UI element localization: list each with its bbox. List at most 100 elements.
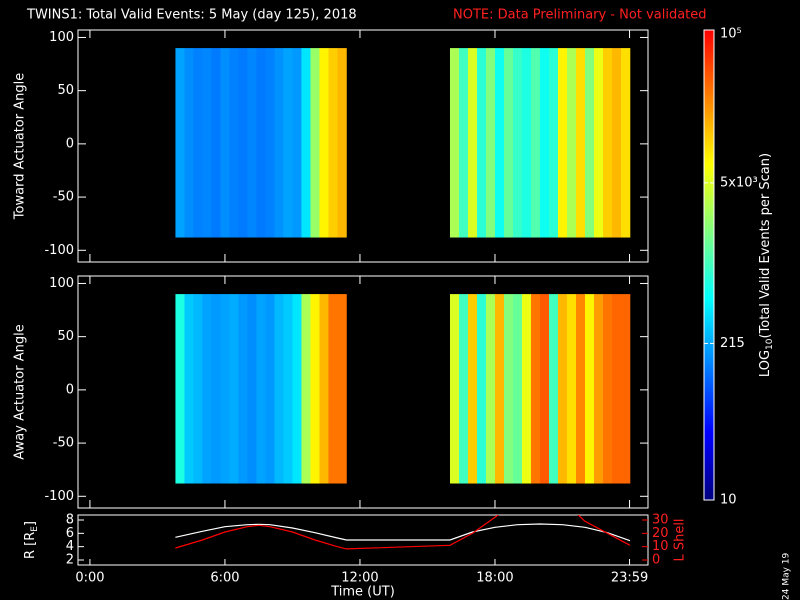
heat-cell: [449, 294, 460, 484]
heat-cell: [566, 48, 577, 238]
heat-cell: [247, 294, 257, 484]
heat-cell: [548, 48, 559, 238]
heat-cell: [337, 48, 347, 238]
heat-cell: [283, 48, 293, 238]
y-axis-label: Toward Actuator Angle: [13, 73, 28, 220]
heat-cell: [593, 294, 604, 484]
heat-cell: [274, 48, 284, 238]
heat-cell: [611, 294, 622, 484]
y-tick-label: 50: [57, 83, 74, 98]
y2-tick-label: 30: [652, 513, 669, 528]
x-axis-label: Time (UT): [330, 585, 395, 600]
heat-cell: [238, 48, 248, 238]
heat-cell: [512, 294, 523, 484]
heat-cell: [175, 48, 185, 238]
heat-cell: [247, 48, 257, 238]
y-tick-label: -100: [44, 489, 74, 504]
heat-cell: [292, 294, 302, 484]
x-tick-label: 18:00: [476, 571, 513, 586]
heat-cell: [202, 294, 212, 484]
heat-cell: [476, 48, 487, 238]
colorbar-label-pre: LOG: [758, 350, 773, 377]
date-stamp: 24 May 19: [782, 552, 792, 600]
heat-cell: [193, 48, 203, 238]
colorbar-tick-label: 215: [720, 336, 745, 351]
heat-cell: [467, 294, 478, 484]
heat-cell: [256, 48, 266, 238]
y-tick-label: 4: [66, 539, 74, 554]
heat-cell: [292, 48, 302, 238]
heat-cell: [485, 294, 496, 484]
y-tick-label: 0: [66, 136, 74, 151]
heat-cell: [229, 294, 239, 484]
heat-cell: [476, 294, 487, 484]
colorbar: [703, 29, 715, 501]
heat-cell: [575, 48, 586, 238]
y-label-pre: R [R: [23, 532, 38, 559]
plot-frame: [77, 275, 649, 509]
y-tick-label: 100: [49, 276, 74, 291]
chart-title: TWINS1: Total Valid Events: 5 May (day 1…: [26, 8, 357, 23]
heat-cell: [211, 294, 221, 484]
heat-cell: [548, 294, 559, 484]
heat-cell: [575, 294, 586, 484]
heat-cell: [557, 294, 568, 484]
heat-cell: [310, 48, 320, 238]
heat-cell: [503, 48, 514, 238]
heat-cell: [319, 48, 329, 238]
heat-cell: [301, 294, 311, 484]
heat-cell: [449, 48, 460, 238]
y-tick-label: -50: [53, 190, 74, 205]
heat-cell: [274, 294, 284, 484]
heat-cell: [521, 48, 532, 238]
heat-cell: [301, 48, 311, 238]
heat-cell: [265, 294, 275, 484]
heat-cell: [593, 48, 604, 238]
heat-cell: [512, 48, 523, 238]
heat-cell: [566, 294, 577, 484]
line-group: [175, 515, 631, 550]
y2-tick-label: 10: [652, 539, 669, 554]
heat-cell: [458, 294, 469, 484]
heat-cell: [503, 294, 514, 484]
heat-cell: [256, 294, 266, 484]
y2-tick-label: 20: [652, 526, 669, 541]
y-tick-label: 8: [66, 513, 74, 528]
heat-cell: [328, 294, 338, 484]
heat-cell: [193, 294, 203, 484]
heat-cell: [467, 48, 478, 238]
heat-cell: [584, 48, 595, 238]
colorbar-tick-label: 5x10³: [720, 175, 758, 190]
heat-cell: [229, 48, 239, 238]
y-tick-label: 0: [66, 382, 74, 397]
y-axis-label: R [RE]: [23, 521, 40, 559]
heat-cell: [184, 48, 194, 238]
y2-axis-label: L Shell: [673, 518, 688, 561]
colorbar-tick-label: 10⁵: [720, 27, 742, 42]
heat-cell: [328, 48, 338, 238]
y-tick-label: 100: [49, 30, 74, 45]
colorbar-tick-label: 10: [720, 493, 737, 508]
colorbar-label: LOG10(Total Valid Events per Scan): [758, 153, 775, 377]
heat-cell: [458, 48, 469, 238]
heat-cell: [602, 294, 613, 484]
heat-cell: [602, 48, 613, 238]
y-tick-label: 6: [66, 526, 74, 541]
heat-cell: [220, 48, 230, 238]
heat-cell: [220, 294, 230, 484]
y-label-post: ]: [23, 521, 38, 526]
x-tick-label: 23:59: [611, 571, 648, 586]
x-tick-label: 0:00: [75, 571, 104, 586]
note: NOTE: Data Preliminary - Not validated: [453, 8, 707, 23]
heat-cell: [620, 48, 631, 238]
heat-cell: [319, 294, 329, 484]
heat-cell: [283, 294, 293, 484]
y-tick-label: 2: [66, 553, 74, 568]
heat-cell: [530, 294, 541, 484]
heat-cell: [494, 48, 505, 238]
heat-cell: [238, 294, 248, 484]
plot-frame: [77, 514, 649, 566]
heat-cell: [557, 48, 568, 238]
heat-cell: [494, 294, 505, 484]
